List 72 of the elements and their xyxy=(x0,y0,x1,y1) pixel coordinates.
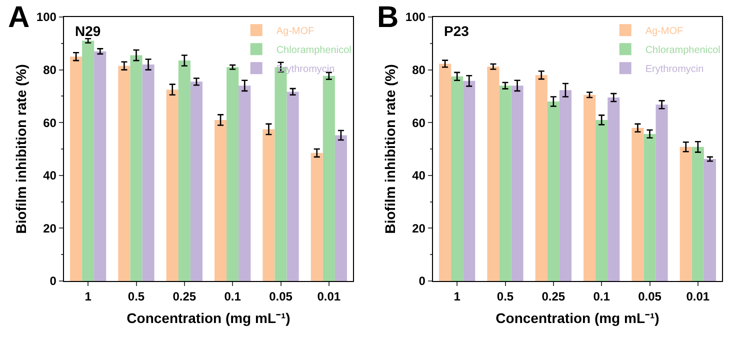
bar xyxy=(596,120,608,281)
text: A xyxy=(8,1,30,34)
bar xyxy=(322,76,335,281)
y-tick-label: 60 xyxy=(43,116,57,130)
x-tick-label: 0.1 xyxy=(593,290,610,304)
bar xyxy=(608,98,620,281)
legend-label: Erythromycin xyxy=(645,64,704,76)
annotation: P23 xyxy=(444,23,470,39)
bar xyxy=(511,86,524,281)
y-tick-label: 0 xyxy=(418,274,426,288)
bar xyxy=(118,66,130,281)
x-axis-title: Concentration (mg mL⁻¹) xyxy=(126,310,290,326)
bar xyxy=(214,120,227,281)
x-tick-label: 1 xyxy=(84,290,92,304)
bar xyxy=(94,51,106,281)
annotation: N29 xyxy=(75,23,101,39)
x-tick-label: 0.5 xyxy=(128,290,145,304)
x-tick-label: 0.1 xyxy=(224,290,242,304)
bar xyxy=(166,90,178,281)
legend-label: Chloramphenicol xyxy=(645,45,720,56)
legend-label: Ag-MOF xyxy=(276,26,314,38)
y-axis-title: Biofilm inhibition rate (%) xyxy=(382,64,398,234)
bar xyxy=(584,94,596,281)
bar xyxy=(310,152,323,281)
bar xyxy=(535,75,548,281)
y-tick-label: 100 xyxy=(36,10,57,24)
bar xyxy=(704,159,716,281)
legend-label: Chloramphenicol xyxy=(276,45,352,56)
y-tick-label: 60 xyxy=(412,116,426,130)
y-tick-label: 40 xyxy=(43,168,57,183)
x-tick-label: 0.05 xyxy=(269,290,293,304)
bar xyxy=(559,90,572,281)
text: B xyxy=(377,1,399,34)
x-tick-label: 0.5 xyxy=(496,290,514,304)
bar xyxy=(130,55,142,281)
legend-label: Ag-MOF xyxy=(645,26,684,38)
bar xyxy=(178,60,190,281)
x-tick-label: 1 xyxy=(454,290,461,304)
bar xyxy=(463,80,476,281)
x-tick-label: 0.01 xyxy=(686,290,710,304)
bar xyxy=(238,86,251,281)
bar xyxy=(451,76,464,281)
bar xyxy=(262,129,275,281)
x-tick-label: 0.25 xyxy=(172,290,196,304)
bar xyxy=(487,66,500,281)
x-tick-label: 0.05 xyxy=(638,290,662,304)
bar xyxy=(190,82,202,281)
x-tick-label: 0.01 xyxy=(317,290,341,304)
bar xyxy=(656,104,668,281)
bar xyxy=(547,101,560,281)
bar xyxy=(499,86,512,281)
x-axis-title: Concentration (mg mL⁻¹) xyxy=(496,310,660,326)
bar xyxy=(142,64,154,281)
y-tick-label: 80 xyxy=(412,63,426,77)
x-tick-label: 0.25 xyxy=(542,290,566,304)
y-tick-label: 20 xyxy=(43,221,57,236)
y-tick-label: 40 xyxy=(412,168,426,183)
bar xyxy=(644,134,656,281)
bar xyxy=(439,64,452,281)
bar xyxy=(334,135,347,281)
y-tick-label: 0 xyxy=(50,274,57,288)
y-tick-label: 20 xyxy=(412,221,426,236)
bar xyxy=(70,56,82,281)
bar xyxy=(286,92,299,281)
bar xyxy=(680,146,692,281)
y-axis-title: Biofilm inhibition rate (%) xyxy=(13,64,30,234)
y-tick-label: 100 xyxy=(405,10,426,24)
bar xyxy=(82,40,94,281)
bar xyxy=(692,146,704,281)
bar xyxy=(226,67,239,281)
bar xyxy=(632,128,644,281)
y-tick-label: 80 xyxy=(43,63,57,77)
